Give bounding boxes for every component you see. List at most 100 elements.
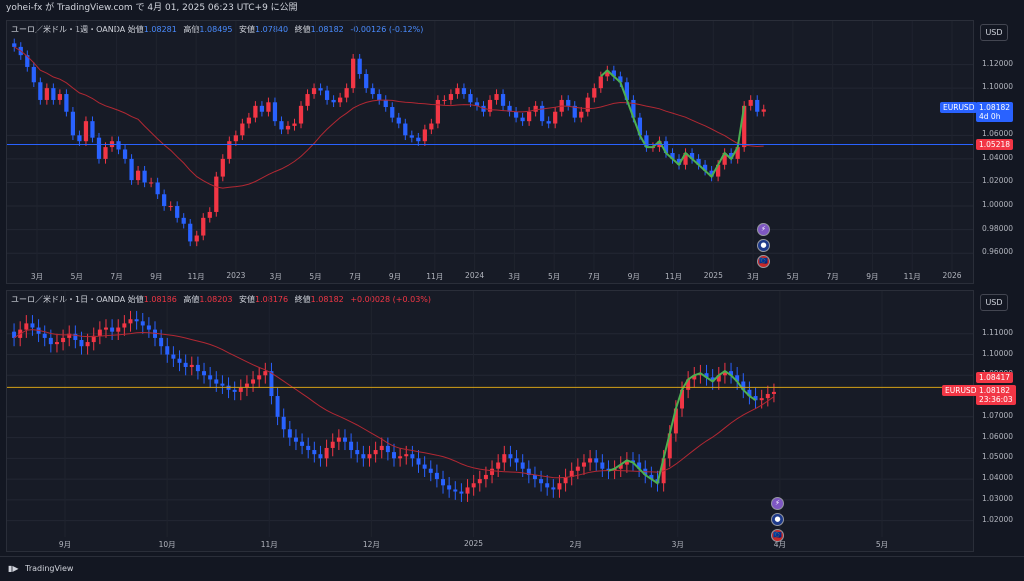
candlestick-svg[interactable]	[7, 21, 973, 283]
change-value: -0.00126 (-0.12%)	[350, 25, 424, 34]
candle	[73, 325, 78, 349]
candle	[220, 375, 225, 394]
candle	[710, 369, 715, 390]
currency-button[interactable]: USD	[980, 24, 1008, 41]
candle	[435, 95, 440, 129]
weekly-legend: ユーロ／米ドル・1週・OANDA 始値1.08281 高値1.08495 安値1…	[11, 24, 427, 35]
high-label: 高値	[183, 295, 200, 304]
candle	[266, 97, 271, 117]
candle	[605, 65, 610, 82]
candle	[367, 445, 372, 467]
lightning-event-icon[interactable]: ⚡	[771, 497, 784, 510]
candle	[168, 201, 173, 211]
candle	[214, 171, 219, 217]
candle	[765, 385, 770, 407]
x-tick-label: 9月	[866, 272, 879, 281]
lightning-event-icon[interactable]: ⚡	[757, 223, 770, 236]
candle	[336, 429, 341, 451]
high-label: 高値	[183, 25, 200, 34]
y-tick-label: 0.96000	[982, 247, 1014, 257]
y-tick-label: 1.05000	[982, 452, 1014, 462]
candle	[165, 337, 170, 363]
moving-average-line	[14, 46, 764, 189]
x-tick-label: 2023	[226, 271, 246, 280]
candle	[42, 325, 47, 347]
globe-event-icon[interactable]: ●	[771, 513, 784, 526]
price-badge: 1.08182 23:36:03	[976, 384, 1016, 405]
candle	[220, 154, 225, 182]
candle	[487, 95, 493, 117]
x-tick-label: 2月	[569, 540, 582, 549]
weekly-symbol: ユーロ／米ドル・1週・OANDA	[11, 25, 126, 34]
candle	[338, 92, 343, 108]
candle	[520, 112, 525, 126]
x-tick-label: 7月	[110, 272, 123, 281]
y-tick-label: 1.07000	[982, 410, 1014, 420]
x-tick-label: 3月	[508, 272, 521, 281]
candle	[103, 142, 108, 164]
candle	[162, 189, 167, 211]
candle	[171, 346, 176, 367]
candle	[453, 481, 458, 500]
candle	[618, 456, 623, 478]
candle	[507, 101, 512, 117]
candle	[351, 53, 356, 93]
candle	[177, 350, 182, 372]
currency-button[interactable]: USD	[980, 294, 1008, 311]
candle	[208, 366, 213, 388]
x-tick-label: 11月	[426, 272, 444, 281]
candle	[272, 97, 278, 126]
x-tick-label: 11月	[187, 272, 205, 281]
candle	[349, 433, 354, 459]
flag-event-icon[interactable]: 🇪🇺	[757, 255, 770, 268]
candle	[116, 319, 121, 340]
candle	[385, 437, 390, 461]
indicator-line	[608, 369, 757, 485]
candle	[545, 474, 550, 496]
candle	[416, 450, 421, 473]
hline-price-badge: 1.05218	[976, 138, 1014, 150]
close-value: 1.08182	[310, 295, 344, 304]
candle	[370, 83, 375, 99]
candle	[103, 319, 108, 338]
candle	[275, 387, 280, 426]
candle	[253, 101, 258, 123]
candle	[592, 83, 597, 103]
candle	[44, 83, 49, 105]
candle	[404, 445, 409, 465]
globe-event-icon[interactable]: ●	[757, 239, 770, 252]
candle	[579, 107, 584, 123]
x-tick-label: 11月	[664, 272, 683, 281]
x-tick-label: 12月	[362, 540, 380, 549]
weekly-price-axis[interactable]: USD 1.12000 1.10000 1.06000 1.04000 1.02000 1…	[940, 20, 1024, 284]
candle	[361, 445, 366, 467]
candle	[357, 53, 362, 79]
candle	[716, 366, 721, 390]
candle	[31, 62, 36, 87]
candlestick-svg[interactable]	[7, 291, 973, 551]
weekly-chart-pane[interactable]: ユーロ／米ドル・1週・OANDA 始値1.08281 高値1.08495 安値1…	[6, 20, 974, 284]
low-label: 安値	[239, 25, 256, 34]
candle	[355, 441, 360, 463]
candle	[30, 315, 35, 336]
candle	[448, 89, 454, 105]
candle	[557, 474, 562, 498]
x-tick-label: 2025	[703, 271, 723, 280]
footer-bar: ▮▶ TradingView	[0, 556, 1024, 580]
candle	[471, 474, 476, 496]
daily-chart-pane[interactable]: ユーロ／米ドル・1日・OANDA 始値1.08186 高値1.08203 安値1…	[6, 290, 974, 552]
candle	[233, 130, 238, 146]
candle	[755, 95, 760, 117]
candle	[324, 439, 329, 467]
candle	[422, 124, 427, 146]
attribution-bar: yohei-fx が TradingView.com で 4月 01, 2025…	[0, 0, 1024, 16]
x-tick-label: 3月	[671, 540, 684, 549]
candle	[379, 437, 384, 459]
candle	[70, 107, 76, 141]
flag-event-icon[interactable]: 🇪🇺	[771, 529, 784, 542]
candle	[526, 460, 531, 484]
daily-price-axis[interactable]: USD 1.110001.100001.090001.070001.060001…	[942, 290, 1024, 552]
candle	[553, 107, 558, 129]
candle	[195, 356, 200, 380]
close-label: 終値	[294, 295, 311, 304]
